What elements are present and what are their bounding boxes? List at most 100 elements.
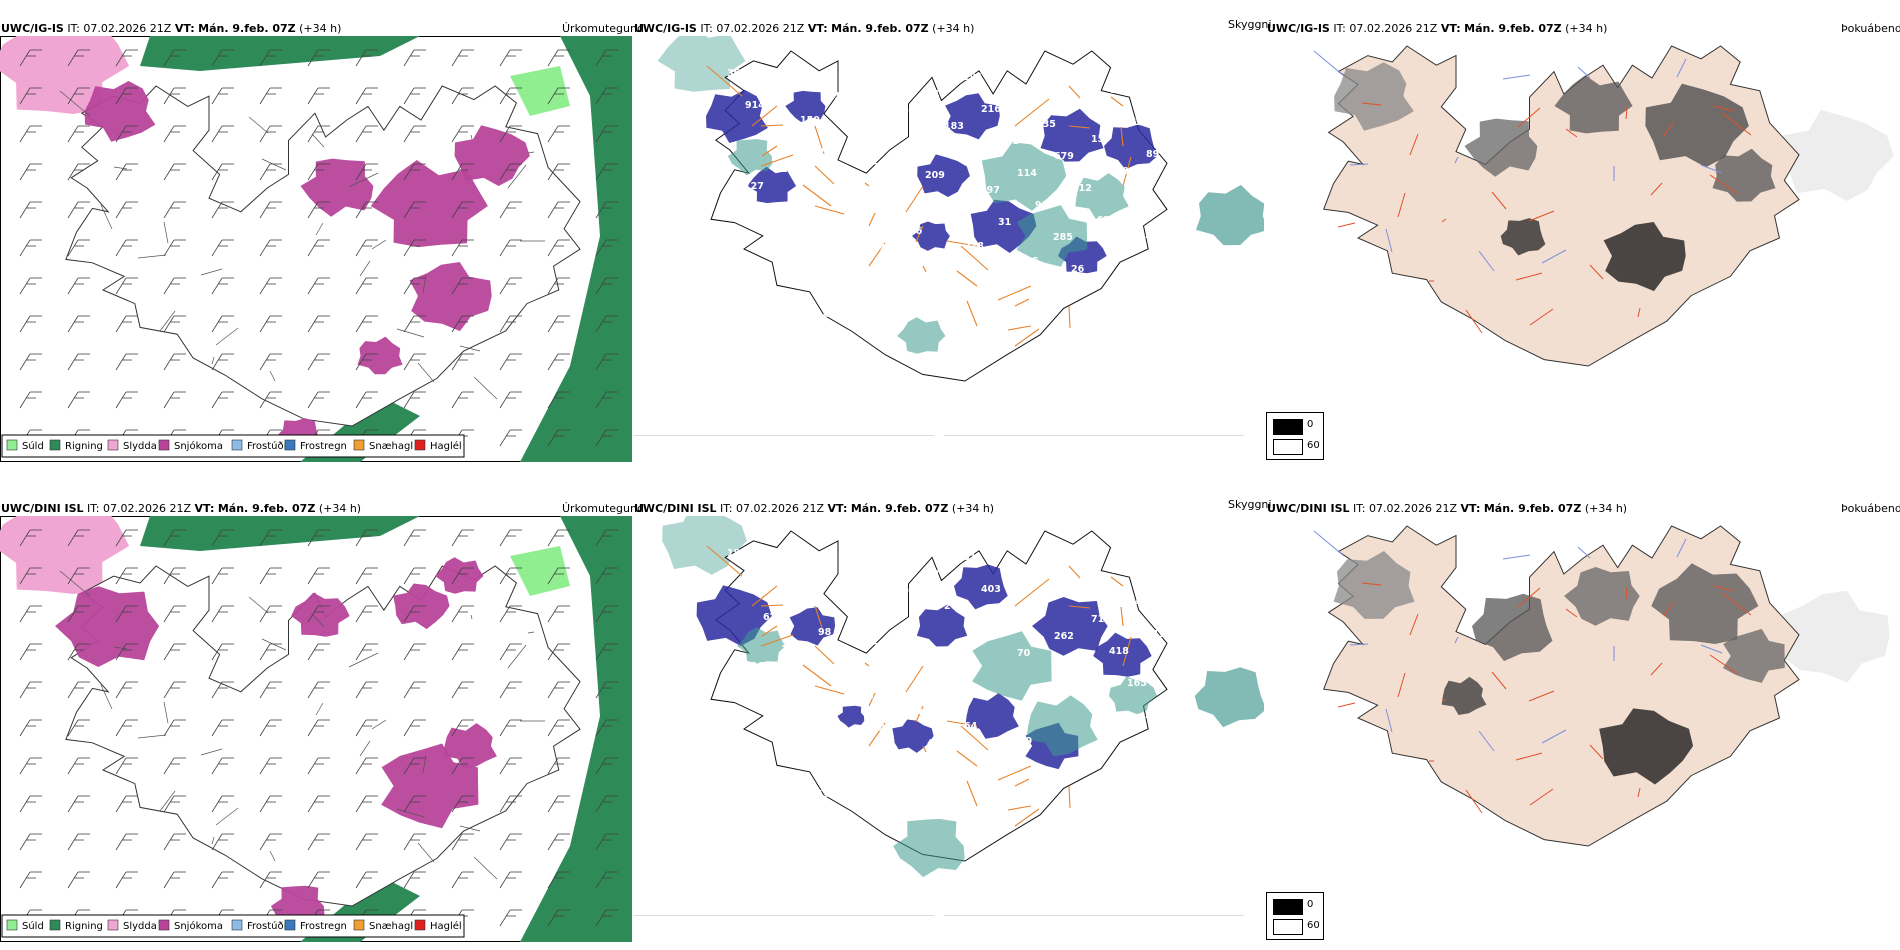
- wind-barb: [451, 315, 474, 333]
- terrain-line: [248, 116, 269, 134]
- ceiling-label: 212: [1072, 183, 1092, 194]
- wind-barb: [259, 719, 282, 737]
- ceiling-label: 76: [1037, 768, 1051, 779]
- terrain-line: [100, 204, 113, 230]
- road-line: [1313, 530, 1345, 557]
- ceiling-label: 110: [890, 755, 910, 766]
- wind-barb: [451, 757, 474, 775]
- road-line: [1454, 636, 1459, 644]
- precip-type-map: Súld Rigning Slydda Snjókoma Frostúði Frostre…: [0, 516, 632, 942]
- wind-barb: [259, 833, 282, 851]
- ceiling-label: 98: [818, 627, 832, 638]
- ceiling-label: 109: [891, 194, 911, 205]
- wind-barb: [595, 757, 618, 775]
- wind-barb: [595, 87, 618, 105]
- wind-barb: [115, 795, 138, 813]
- ceiling-label: 129: [872, 723, 892, 734]
- ceiling-label: 240: [1109, 166, 1129, 177]
- terrain-line: [137, 734, 167, 739]
- snow-area: [55, 586, 160, 667]
- wind-barb: [67, 49, 90, 67]
- road-line: [1014, 98, 1050, 127]
- wind-barb: [67, 871, 90, 889]
- wind-barb: [67, 125, 90, 143]
- fog-area: [1722, 628, 1785, 683]
- wind-barb: [115, 643, 138, 661]
- terrain-line: [159, 310, 176, 332]
- ceiling-label: 89: [1146, 149, 1159, 160]
- low-visibility-sea: [1196, 184, 1264, 246]
- wind-barb: [595, 643, 618, 661]
- wind-barb: [403, 391, 426, 409]
- road-line: [1517, 587, 1541, 608]
- ceiling-label: 43: [1128, 117, 1141, 128]
- wind-barb: [547, 87, 570, 105]
- wind-barb: [307, 163, 330, 181]
- wind-barb: [19, 567, 42, 585]
- terrain-line: [311, 133, 325, 148]
- low-ceiling-area: [970, 199, 1037, 253]
- panel-header-precip: UWC/IG-IS IT: 07.02.2026 21Z VT: Mán. 9.…: [1, 22, 342, 35]
- road-line: [1014, 808, 1040, 827]
- road-line: [1478, 730, 1495, 752]
- road-line: [1397, 192, 1406, 218]
- ceiling-label: 27: [1036, 599, 1049, 610]
- wind-barb: [211, 239, 234, 257]
- low-visibility-sea: [657, 36, 746, 92]
- terrain-line: [348, 172, 379, 188]
- legend-label: Rigning: [65, 921, 103, 932]
- wind-barb: [163, 239, 186, 257]
- rain-band-east: [520, 36, 632, 462]
- legend-label: Snjókoma: [174, 440, 223, 452]
- legend-label: Slydda: [123, 441, 157, 452]
- road-line: [1541, 729, 1567, 744]
- ceiling-label: 485: [1126, 279, 1146, 290]
- road-line: [1663, 600, 1675, 617]
- wind-barb: [259, 643, 282, 661]
- legend-label: Haglél: [430, 440, 462, 452]
- road-line: [1349, 163, 1369, 166]
- snow-area: [357, 336, 403, 375]
- wind-barb: [115, 163, 138, 181]
- wind-barb: [451, 277, 474, 295]
- wind-barb: [259, 567, 282, 585]
- legend-label: Rigning: [65, 441, 103, 452]
- wind-barb: [259, 353, 282, 371]
- fog-tick: 60: [1307, 440, 1320, 451]
- ceiling-label: 568: [1108, 247, 1128, 258]
- ceiling-label: 147: [1128, 597, 1148, 608]
- wind-barb: [355, 719, 378, 737]
- legend-label: Frostúði: [247, 920, 286, 932]
- wind-barb: [547, 567, 570, 585]
- fog-legend: 0 60: [1266, 892, 1324, 940]
- wind-barb: [307, 757, 330, 775]
- road-line: [814, 685, 845, 695]
- wind-barb: [499, 909, 522, 927]
- low-ceiling-area: [785, 90, 826, 123]
- road-line: [1361, 582, 1382, 586]
- road-line: [1529, 788, 1554, 806]
- road-line: [1528, 690, 1555, 702]
- wind-barb: [19, 795, 42, 813]
- wind-barb: [595, 315, 618, 333]
- wind-barb: [451, 163, 474, 181]
- road-line: [966, 780, 978, 807]
- wind-barb: [355, 757, 378, 775]
- ceiling-label: 96: [982, 753, 996, 764]
- wind-barb: [403, 125, 426, 143]
- ceiling-label: 127: [744, 181, 764, 192]
- ceiling-label: 87: [799, 676, 812, 687]
- terrain-line: [100, 684, 113, 710]
- low-ceiling-area: [706, 89, 768, 143]
- panel-header-visibility: UWC/DINI ISL IT: 07.02.2026 21Z VT: Mán.…: [634, 502, 995, 515]
- drizzle-area: [510, 546, 570, 596]
- road-line: [915, 705, 924, 723]
- wind-barb: [355, 315, 378, 333]
- wind-barb: [19, 87, 42, 105]
- ceiling-label: 163: [1090, 215, 1110, 226]
- terrain-line: [113, 646, 128, 650]
- low-ceiling-area: [837, 705, 865, 728]
- wind-barb: [19, 391, 42, 409]
- rain-band-north: [140, 36, 420, 71]
- wind-barb: [211, 757, 234, 775]
